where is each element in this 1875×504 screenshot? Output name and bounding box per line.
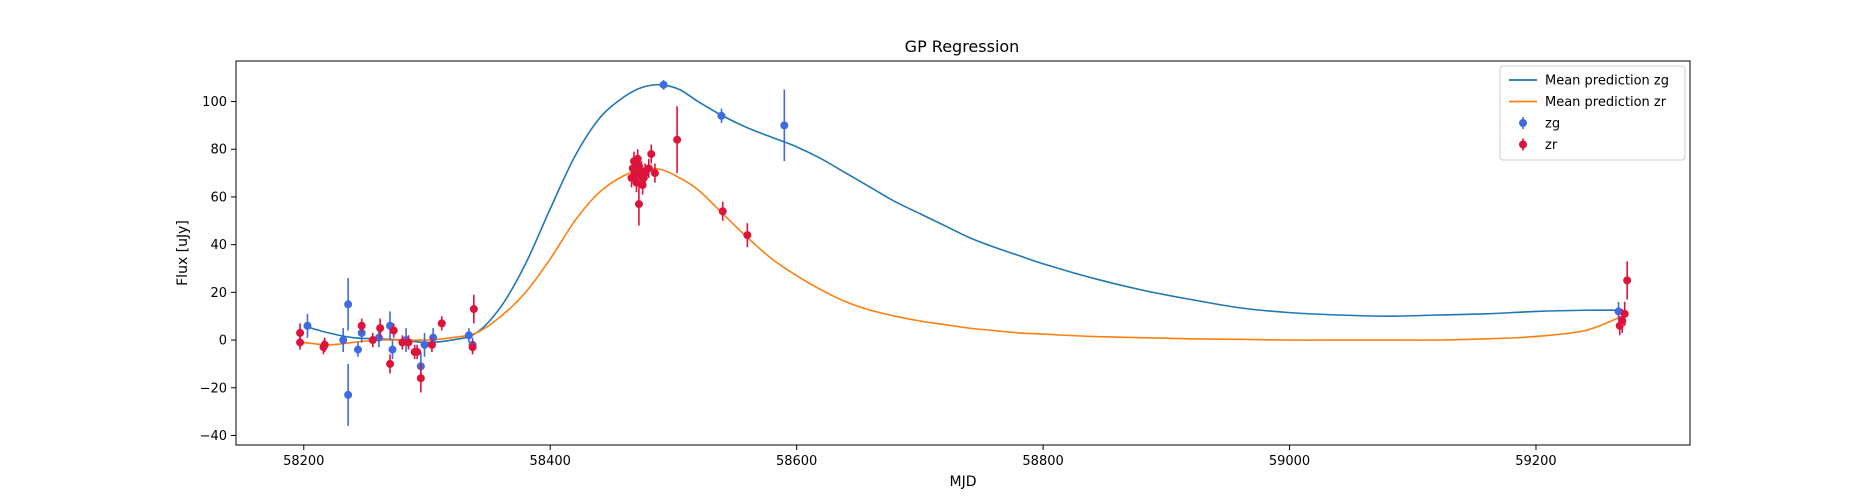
zr-point-34: [673, 135, 682, 144]
chart-title: GP Regression: [905, 37, 1020, 56]
legend-label-zr: zr: [1545, 138, 1558, 153]
legend-box: [1499, 65, 1686, 161]
zr-point-23: [633, 154, 642, 163]
legend-label-mean-prediction-zg: Mean prediction zg: [1545, 74, 1669, 89]
x-tick-label-58600: 58600: [776, 454, 817, 469]
zr-point-31: [644, 164, 653, 173]
mean-prediction-zr-line: [303, 167, 1623, 346]
y-tick-label-80: 80: [210, 143, 227, 158]
legend-label-mean-prediction-zr: Mean prediction zr: [1545, 95, 1667, 110]
zr-point-12: [413, 347, 422, 356]
zr-point-40: [1623, 276, 1632, 285]
zg-point-17: [780, 121, 789, 130]
y-tick-label-60: 60: [210, 190, 227, 205]
zr-point-25: [634, 200, 643, 209]
x-tick-label-58400: 58400: [530, 454, 571, 469]
zr-point-8: [389, 326, 398, 335]
zg-point-18: [1614, 307, 1623, 316]
y-tick-label-0: 0: [219, 334, 227, 349]
x-tick-label-58800: 58800: [1022, 454, 1063, 469]
zg-point-3: [344, 390, 353, 399]
x-tick-label-59000: 59000: [1269, 454, 1310, 469]
zr-point-7: [386, 359, 395, 368]
y-axis-label: Flux [uJy]: [175, 220, 191, 286]
zg-point-11: [420, 340, 429, 349]
zr-point-4: [357, 321, 366, 330]
zr-point-3: [320, 340, 329, 349]
plot-area: [296, 80, 1632, 426]
legend-swatch-zr: [1519, 140, 1527, 149]
zr-point-6: [376, 324, 385, 333]
zr-point-1: [296, 338, 305, 347]
zg-point-4: [353, 345, 362, 354]
zg-point-0: [303, 321, 312, 330]
zr-point-35: [718, 207, 727, 216]
zg-point-2: [344, 300, 353, 309]
zr-point-33: [650, 169, 659, 178]
zr-point-9: [398, 338, 407, 347]
zg-point-12: [429, 333, 438, 342]
y-tick-label--40: −40: [200, 429, 227, 444]
zr-point-15: [437, 319, 446, 328]
zg-point-16: [717, 111, 726, 120]
x-axis-label: MJD: [950, 474, 977, 490]
plot-frame: [235, 60, 1691, 446]
zr-point-13: [416, 374, 425, 383]
zr-point-39: [1620, 309, 1629, 318]
y-tick-label-100: 100: [202, 95, 227, 110]
mean-prediction-zg-line: [303, 83, 1623, 344]
zr-point-0: [296, 328, 305, 337]
legend-label-zg: zg: [1545, 117, 1560, 132]
y-tick-label--20: −20: [200, 381, 227, 396]
zg-point-8: [388, 345, 397, 354]
zg-point-15: [659, 80, 668, 89]
zr-point-32: [647, 150, 656, 159]
axes: 58200 58400 58600 58800 59000 59200 −40 −20 0 20 4…: [200, 95, 1557, 469]
y-tick-label-20: 20: [210, 286, 227, 301]
zr-point-14: [427, 340, 436, 349]
zg-point-13: [464, 331, 473, 340]
legend: Mean prediction zg Mean prediction zr zg zr: [1499, 65, 1686, 161]
legend-swatch-zg: [1519, 119, 1527, 127]
zr-point-5: [368, 336, 377, 345]
zg-point-1: [339, 336, 348, 345]
x-tick-label-59200: 59200: [1515, 454, 1556, 469]
y-tick-label-40: 40: [210, 238, 227, 253]
x-tick-label-58200: 58200: [283, 454, 324, 469]
zr-point-36: [743, 231, 752, 240]
zr-point-10: [404, 338, 413, 347]
zr-point-16: [468, 343, 477, 352]
zr-point-17: [469, 305, 478, 314]
